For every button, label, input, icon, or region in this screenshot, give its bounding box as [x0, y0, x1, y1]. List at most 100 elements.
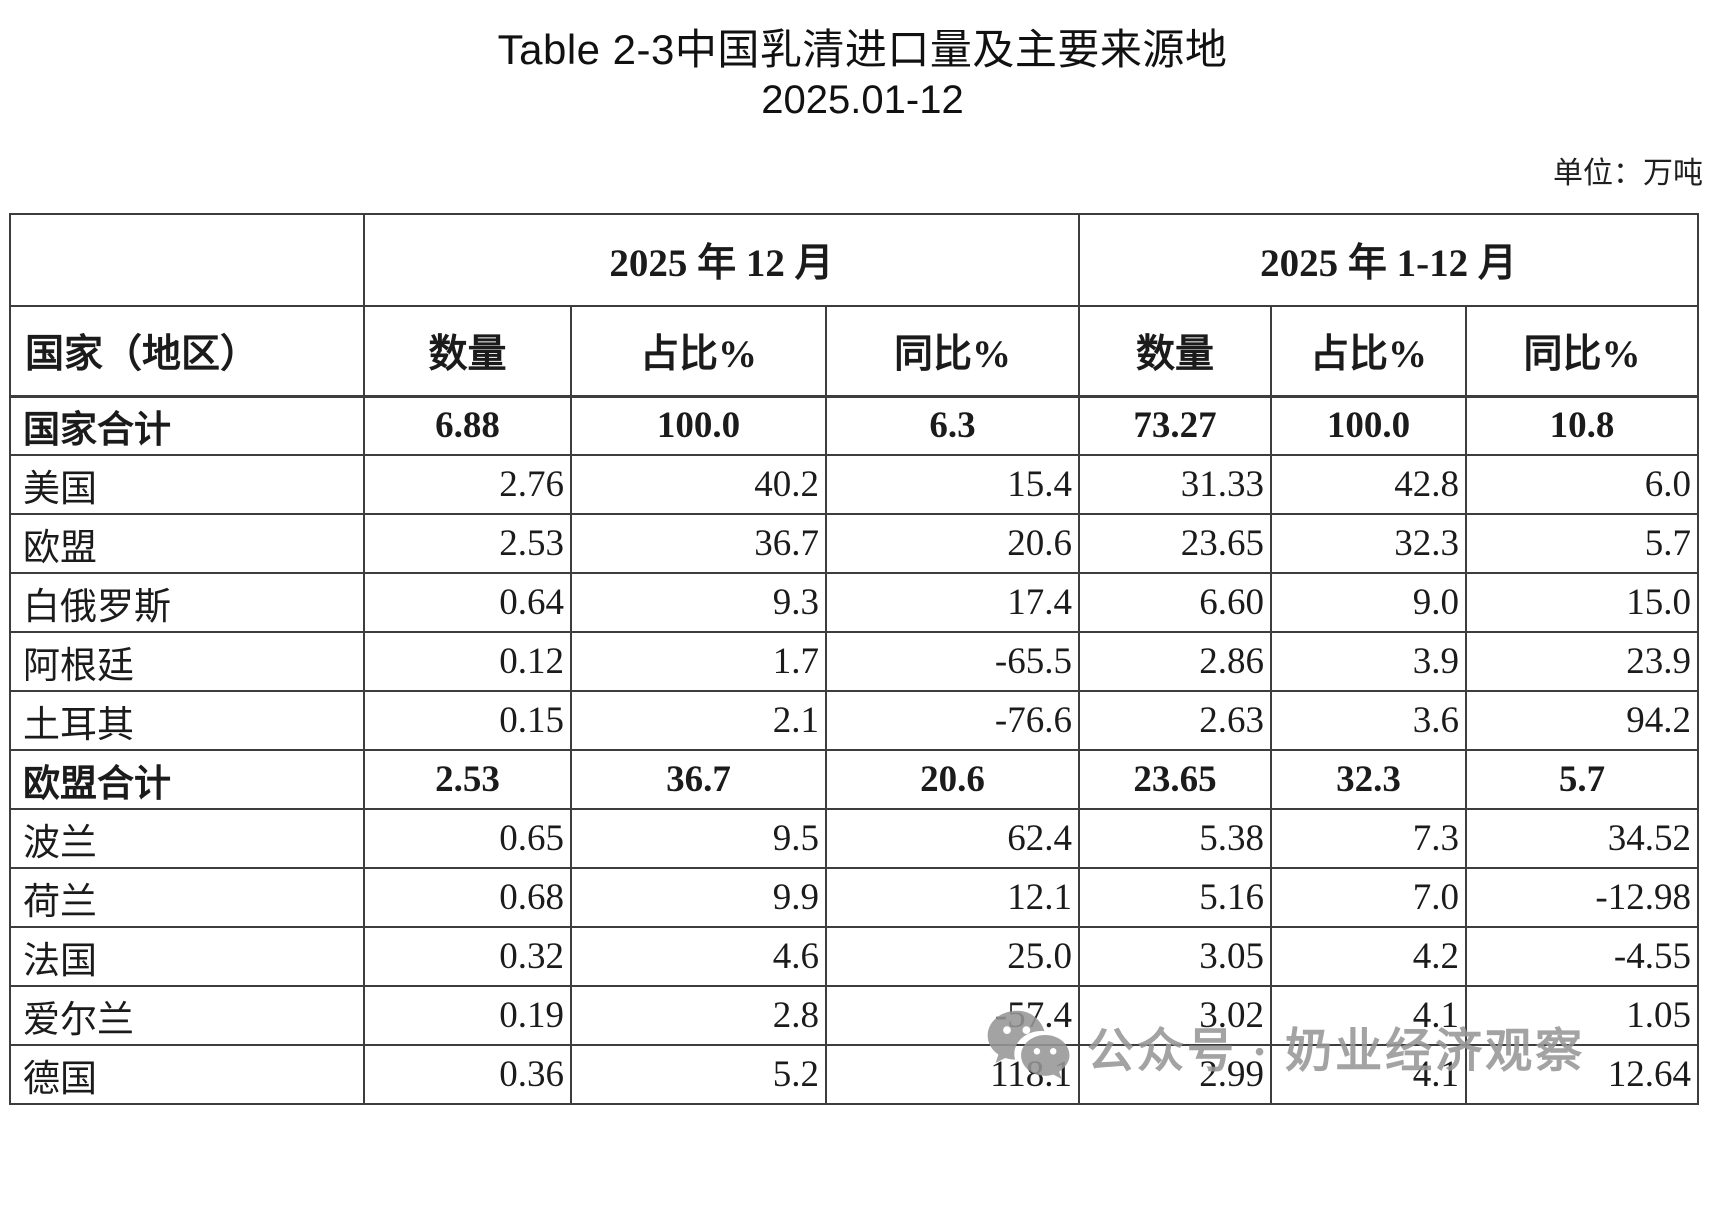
row-label: 德国: [9, 1044, 365, 1105]
row-label: 荷兰: [9, 867, 365, 928]
column-header-6: 同比%: [1465, 305, 1699, 398]
table-row: 欧盟合计 2.53 36.7 20.6 23.65 32.3 5.7: [9, 749, 1699, 810]
cell-value: 6.60: [1078, 572, 1272, 633]
group-header-2: 2025 年 1-12 月: [1078, 213, 1699, 307]
row-label: 法国: [9, 926, 365, 987]
cell-value: 0.36: [363, 1044, 572, 1105]
row-label: 美国: [9, 454, 365, 515]
cell-value: 1.05: [1465, 985, 1699, 1046]
cell-value: 3.6: [1270, 690, 1467, 751]
corner-empty-cell: [9, 213, 365, 307]
cell-value: 0.19: [363, 985, 572, 1046]
cell-value: 0.32: [363, 926, 572, 987]
unit-label: 单位：万吨: [1553, 157, 1703, 190]
cell-value: 100.0: [570, 395, 827, 456]
cell-value: 4.6: [570, 926, 827, 987]
cell-value: 0.68: [363, 867, 572, 928]
row-label: 欧盟: [9, 513, 365, 574]
cell-value: 0.12: [363, 631, 572, 692]
cell-value: 3.05: [1078, 926, 1272, 987]
cell-value: 5.2: [570, 1044, 827, 1105]
group-header-row: 2025 年 12 月 2025 年 1-12 月: [9, 213, 1699, 307]
cell-value: 20.6: [825, 513, 1080, 574]
cell-value: 6.3: [825, 395, 1080, 456]
cell-value: 1.7: [570, 631, 827, 692]
row-label: 爱尔兰: [9, 985, 365, 1046]
row-label: 阿根廷: [9, 631, 365, 692]
table-row: 白俄罗斯 0.64 9.3 17.4 6.60 9.0 15.0: [9, 572, 1699, 633]
page-title: Table 2-3中国乳清进口量及主要来源地: [497, 26, 1228, 73]
column-header-3: 同比%: [825, 305, 1080, 398]
column-header-1: 数量: [363, 305, 572, 398]
cell-value: 12.1: [825, 867, 1080, 928]
cell-value: 2.53: [363, 749, 572, 810]
cell-value: 2.99: [1078, 1044, 1272, 1105]
table-row: 国家合计 6.88 100.0 6.3 73.27 100.0 10.8: [9, 395, 1699, 456]
cell-value: 94.2: [1465, 690, 1699, 751]
cell-value: 2.86: [1078, 631, 1272, 692]
table-row: 美国 2.76 40.2 15.4 31.33 42.8 6.0: [9, 454, 1699, 515]
whey-import-table: 2025 年 12 月 2025 年 1-12 月 国家（地区） 数量 占比% 同比% 数…: [9, 213, 1699, 1105]
row-label: 欧盟合计: [9, 749, 365, 810]
cell-value: 15.4: [825, 454, 1080, 515]
cell-value: 23.9: [1465, 631, 1699, 692]
table-row: 爱尔兰 0.19 2.8 -57.4 3.02 4.1 1.05: [9, 985, 1699, 1046]
cell-value: 5.7: [1465, 749, 1699, 810]
cell-value: 23.65: [1078, 749, 1272, 810]
cell-value: 0.65: [363, 808, 572, 869]
cell-value: 4.1: [1270, 985, 1467, 1046]
column-header-5: 占比%: [1270, 305, 1467, 398]
cell-value: 17.4: [825, 572, 1080, 633]
cell-value: 0.15: [363, 690, 572, 751]
table-row: 阿根廷 0.12 1.7 -65.5 2.86 3.9 23.9: [9, 631, 1699, 692]
cell-value: 2.53: [363, 513, 572, 574]
cell-value: 2.76: [363, 454, 572, 515]
table-row: 波兰 0.65 9.5 62.4 5.38 7.3 34.52: [9, 808, 1699, 869]
group-header-1: 2025 年 12 月: [363, 213, 1080, 307]
cell-value: 5.38: [1078, 808, 1272, 869]
corner-header: 国家（地区）: [9, 305, 365, 398]
cell-value: 4.2: [1270, 926, 1467, 987]
column-header-4: 数量: [1078, 305, 1272, 398]
cell-value: -65.5: [825, 631, 1080, 692]
table-row: 德国 0.36 5.2 118.1 2.99 4.1 12.64: [9, 1044, 1699, 1105]
cell-value: 5.7: [1465, 513, 1699, 574]
table-row: 荷兰 0.68 9.9 12.1 5.16 7.0 -12.98: [9, 867, 1699, 928]
cell-value: 32.3: [1270, 749, 1467, 810]
cell-value: 9.5: [570, 808, 827, 869]
cell-value: 3.9: [1270, 631, 1467, 692]
cell-value: -76.6: [825, 690, 1080, 751]
cell-value: 15.0: [1465, 572, 1699, 633]
sub-header-row: 国家（地区） 数量 占比% 同比% 数量 占比% 同比%: [9, 305, 1699, 398]
cell-value: 118.1: [825, 1044, 1080, 1105]
table-row: 法国 0.32 4.6 25.0 3.05 4.2 -4.55: [9, 926, 1699, 987]
row-label: 国家合计: [9, 395, 365, 456]
cell-value: 12.64: [1465, 1044, 1699, 1105]
cell-value: -4.55: [1465, 926, 1699, 987]
cell-value: 62.4: [825, 808, 1080, 869]
cell-value: 32.3: [1270, 513, 1467, 574]
cell-value: 31.33: [1078, 454, 1272, 515]
cell-value: 7.3: [1270, 808, 1467, 869]
cell-value: 36.7: [570, 513, 827, 574]
row-label: 白俄罗斯: [9, 572, 365, 633]
cell-value: 9.3: [570, 572, 827, 633]
cell-value: 40.2: [570, 454, 827, 515]
cell-value: 20.6: [825, 749, 1080, 810]
cell-value: 6.88: [363, 395, 572, 456]
cell-value: 25.0: [825, 926, 1080, 987]
cell-value: 2.8: [570, 985, 827, 1046]
cell-value: 4.1: [1270, 1044, 1467, 1105]
cell-value: 42.8: [1270, 454, 1467, 515]
cell-value: 2.1: [570, 690, 827, 751]
cell-value: -57.4: [825, 985, 1080, 1046]
row-label: 波兰: [9, 808, 365, 869]
cell-value: 10.8: [1465, 395, 1699, 456]
cell-value: 5.16: [1078, 867, 1272, 928]
table-row: 土耳其 0.15 2.1 -76.6 2.63 3.6 94.2: [9, 690, 1699, 751]
table-body: 国家合计 6.88 100.0 6.3 73.27 100.0 10.8 美国 2.76 40.2…: [9, 395, 1699, 1105]
cell-value: 7.0: [1270, 867, 1467, 928]
cell-value: 9.9: [570, 867, 827, 928]
cell-value: 9.0: [1270, 572, 1467, 633]
table-row: 欧盟 2.53 36.7 20.6 23.65 32.3 5.7: [9, 513, 1699, 574]
